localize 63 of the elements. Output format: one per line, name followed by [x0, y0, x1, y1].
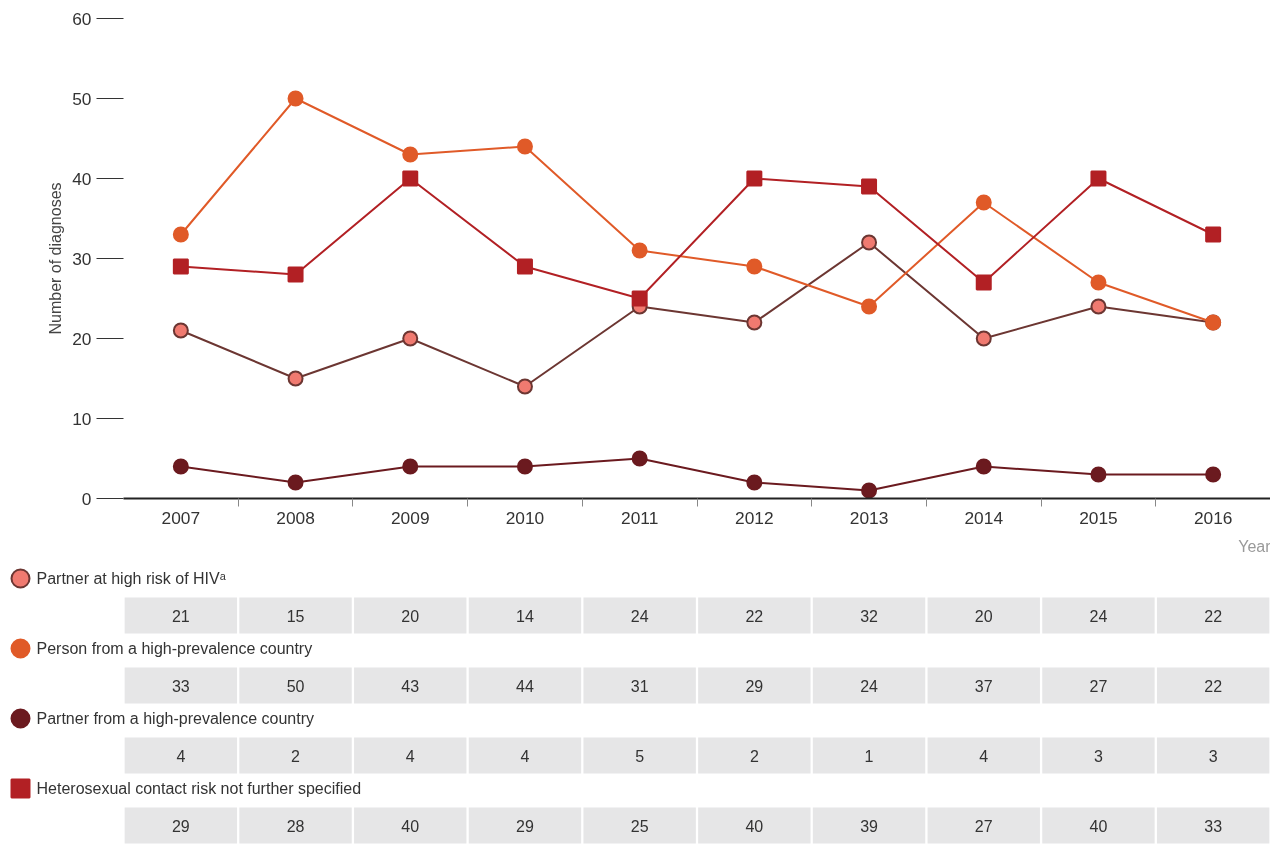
- legend-label: Partner from a high-prevalence country: [36, 710, 314, 727]
- data-label: 2: [291, 747, 301, 765]
- data-label: 40: [401, 817, 420, 835]
- legend-label: Person from a high-prevalence country: [36, 640, 313, 657]
- data-label: 28: [286, 817, 305, 835]
- y-tick-label: 0: [81, 488, 92, 509]
- data-label: 22: [745, 607, 764, 625]
- data-label: 29: [171, 817, 190, 835]
- data-label: 22: [1204, 677, 1223, 695]
- legend-label: Partner at high risk of HIVᵃ: [36, 570, 227, 587]
- data-label: 40: [745, 817, 764, 835]
- data-label: 20: [401, 607, 420, 625]
- y-tick-label: 10: [72, 408, 92, 429]
- data-label: 40: [1089, 817, 1108, 835]
- data-label: 15: [286, 607, 305, 625]
- data-label: 24: [630, 607, 649, 625]
- data-label: 4: [176, 747, 186, 765]
- data-label: 4: [979, 747, 989, 765]
- x-tick-label: 2010: [505, 507, 545, 528]
- x-tick-label: 2015: [1079, 507, 1118, 528]
- x-tick-label: 2011: [621, 507, 659, 528]
- y-tick-label: 30: [72, 248, 92, 269]
- data-label: 24: [1089, 607, 1108, 625]
- x-tick-label: 2013: [849, 507, 889, 528]
- data-label: 2: [749, 747, 759, 765]
- data-label: 14: [516, 607, 534, 625]
- data-label: 37: [974, 677, 993, 695]
- y-tick-label: 20: [72, 328, 92, 349]
- data-label: 3: [1208, 747, 1218, 765]
- data-label: 29: [745, 677, 764, 695]
- y-tick-label: 50: [72, 88, 92, 109]
- x-axis-title: Year: [1238, 538, 1272, 555]
- x-tick-label: 2014: [964, 507, 1004, 528]
- data-label: 27: [974, 817, 993, 835]
- data-label: 22: [1204, 607, 1223, 625]
- data-label: 4: [520, 747, 530, 765]
- data-label: 21: [171, 607, 190, 625]
- x-tick-label: 2009: [390, 507, 430, 528]
- data-label: 20: [974, 607, 993, 625]
- data-label: 44: [516, 677, 534, 695]
- data-label: 31: [630, 677, 649, 695]
- data-label: 43: [401, 677, 420, 695]
- data-label: 33: [1204, 817, 1223, 835]
- y-tick-label: 40: [72, 168, 92, 189]
- data-label: 27: [1089, 677, 1108, 695]
- x-tick-label: 2016: [1193, 507, 1233, 528]
- data-label: 5: [635, 747, 645, 765]
- legend-label: Heterosexual contact risk not further specified: [36, 780, 362, 797]
- data-label: 29: [516, 817, 534, 835]
- data-label: 50: [286, 677, 305, 695]
- x-tick-label: 2012: [735, 507, 774, 528]
- y-tick-label: 60: [72, 8, 92, 29]
- data-label: 39: [860, 817, 879, 835]
- data-label: 1: [864, 747, 874, 765]
- data-label: 4: [405, 747, 415, 765]
- data-label: 3: [1094, 747, 1103, 765]
- x-tick-label: 2007: [161, 507, 201, 528]
- data-label: 25: [630, 817, 649, 835]
- data-label: 32: [860, 607, 879, 625]
- y-axis-title: Number of diagnoses: [47, 182, 65, 335]
- data-label: 24: [860, 677, 879, 695]
- data-label: 33: [171, 677, 190, 695]
- x-tick-label: 2008: [276, 507, 315, 528]
